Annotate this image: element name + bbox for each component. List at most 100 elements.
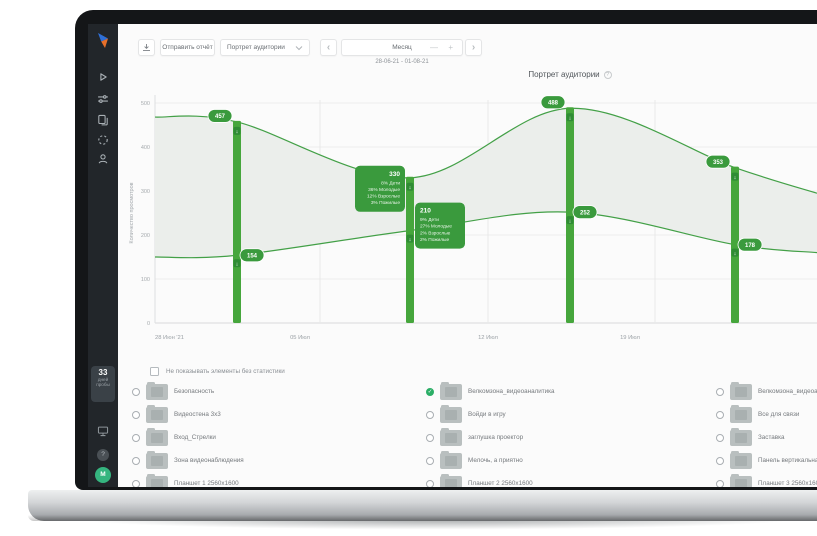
zoom-in-button[interactable]: +	[448, 43, 453, 52]
radio-icon[interactable]	[716, 410, 724, 419]
chart-text: 2% Пожилые	[420, 237, 449, 243]
sidebar-item-display[interactable]	[96, 424, 110, 438]
radio-icon[interactable]	[716, 387, 724, 396]
sidebar-item-analytics[interactable]	[96, 133, 110, 147]
thumbnail	[440, 404, 462, 423]
radio-icon[interactable]	[132, 479, 140, 487]
chart-title: Портрет аудитории	[528, 70, 600, 79]
radio-icon[interactable]	[716, 479, 724, 487]
chart-text: 353	[713, 160, 724, 166]
catalog-item[interactable]: ✓ Велкомзона_видеоаналитика	[426, 380, 706, 403]
value-badge	[540, 95, 566, 110]
sidebar-item-screens[interactable]	[96, 70, 110, 84]
radio-icon[interactable]	[426, 410, 434, 419]
catalog-item-label: Заставка	[758, 434, 785, 441]
period-select[interactable]: Месяц — +	[341, 39, 463, 56]
catalog-column: Безопасность Видеостена 3х3 Вход_Стрелки Зо…	[132, 380, 412, 487]
radio-icon[interactable]	[426, 433, 434, 442]
trial-label: дней пробы	[96, 377, 110, 388]
radio-icon[interactable]	[716, 456, 724, 465]
catalog-item[interactable]: заглушка проектор	[426, 426, 706, 449]
thumbnail	[730, 473, 752, 487]
chart-text: 178	[745, 243, 756, 249]
checkbox-icon[interactable]	[150, 367, 159, 376]
catalog-item[interactable]: Заставка	[716, 426, 817, 449]
down-arrow-marker	[731, 248, 739, 257]
chart-bar[interactable]	[566, 107, 574, 323]
chart-title-row: Портрет аудитории ?	[495, 70, 645, 79]
catalog-item-label: Войди в игру	[468, 411, 506, 418]
checked-radio-icon[interactable]: ✓	[426, 387, 434, 396]
thumbnail	[730, 381, 752, 400]
chart-text: ↓	[236, 261, 239, 267]
radio-icon[interactable]	[426, 479, 434, 487]
prev-period-button[interactable]: ‹	[320, 39, 337, 56]
chart-bar[interactable]	[731, 166, 739, 323]
date-range: 28-06-21 - 01-08-21	[375, 59, 429, 65]
chart-text: ↓	[409, 237, 412, 243]
sidebar-item-users[interactable]	[96, 152, 110, 166]
help-icon[interactable]: ?	[97, 449, 109, 461]
pages-icon	[98, 114, 108, 126]
catalog-item[interactable]: Зона видеонаблюдения	[132, 449, 412, 472]
info-icon[interactable]: ?	[603, 70, 612, 79]
radio-icon[interactable]	[716, 433, 724, 442]
catalog-item[interactable]: Вход_Стрелки	[132, 426, 412, 449]
catalog-item[interactable]: Панель вертикальная внутр	[716, 449, 817, 472]
chart-text: ↓	[734, 251, 737, 257]
sidebar-item-settings[interactable]	[96, 92, 110, 106]
thumbnail	[440, 473, 462, 487]
app-window: 33 дней пробы ? М Отправить отчёт Портре…	[88, 24, 817, 487]
chart-text: 27% Молодые	[420, 224, 452, 230]
thumbnail	[146, 450, 168, 469]
catalog-item[interactable]: Велкомзона_видеоаналитика	[716, 380, 817, 403]
sidebar-item-content[interactable]	[96, 113, 110, 127]
zoom-out-button[interactable]: —	[430, 43, 438, 52]
trial-badge[interactable]: 33 дней пробы	[91, 366, 115, 402]
catalog-item[interactable]: Войди в игру	[426, 403, 706, 426]
send-report-button[interactable]: Отправить отчёт	[160, 39, 215, 56]
catalog-item-label: Планшет 2 2560х1600	[468, 480, 533, 487]
thumbnail	[440, 381, 462, 400]
radio-icon[interactable]	[426, 456, 434, 465]
chart-bar[interactable]	[406, 176, 414, 323]
chart-text: 330	[389, 171, 400, 178]
chart-text: 19 Июл	[620, 335, 640, 341]
catalog-item[interactable]: Все для связи	[716, 403, 817, 426]
chart-text: 457	[215, 114, 226, 120]
catalog-column: ✓ Велкомзона_видеоаналитика Войди в игру за…	[426, 380, 706, 487]
catalog-item[interactable]: Видеостена 3х3	[132, 403, 412, 426]
catalog-item[interactable]: Планшет 3 2560х1600	[716, 472, 817, 487]
chart-text: 8% Дети	[381, 180, 400, 186]
catalog-item[interactable]: Мелочь, а приятно	[426, 449, 706, 472]
chart-tooltip	[415, 202, 465, 249]
chart-text: ↓	[569, 115, 572, 121]
radio-icon[interactable]	[132, 433, 140, 442]
chart-text: 210	[420, 208, 431, 215]
catalog-item[interactable]: Безопасность	[132, 380, 412, 403]
catalog-item[interactable]: Планшет 2 2560х1600	[426, 472, 706, 487]
hide-empty-toggle[interactable]: Не показывать элементы без статистики	[150, 367, 285, 376]
catalog-item-label: Планшет 1 2560х1600	[174, 480, 239, 487]
thumbnail	[146, 381, 168, 400]
down-arrow-marker	[566, 113, 574, 122]
download-report-button[interactable]	[138, 39, 155, 56]
radio-icon[interactable]	[132, 410, 140, 419]
thumbnail	[146, 473, 168, 487]
catalog-column: Велкомзона_видеоаналитика Все для связи За…	[716, 380, 817, 487]
catalog-item-label: Видеостена 3х3	[174, 411, 221, 418]
chart-text: ↓	[409, 185, 412, 191]
catalog-item-label: Все для связи	[758, 411, 800, 418]
radio-icon[interactable]	[132, 456, 140, 465]
period-value: Месяц	[392, 44, 412, 51]
user-icon	[98, 154, 108, 164]
avatar[interactable]: М	[95, 467, 111, 483]
value-badge	[737, 237, 763, 252]
app-logo-icon	[98, 33, 108, 48]
chart-bar[interactable]	[233, 120, 241, 323]
next-period-button[interactable]: ›	[465, 39, 482, 56]
thumbnail	[440, 450, 462, 469]
report-type-select[interactable]: Портрет аудитории	[220, 39, 310, 56]
radio-icon[interactable]	[132, 387, 140, 396]
catalog-item[interactable]: Планшет 1 2560х1600	[132, 472, 412, 487]
